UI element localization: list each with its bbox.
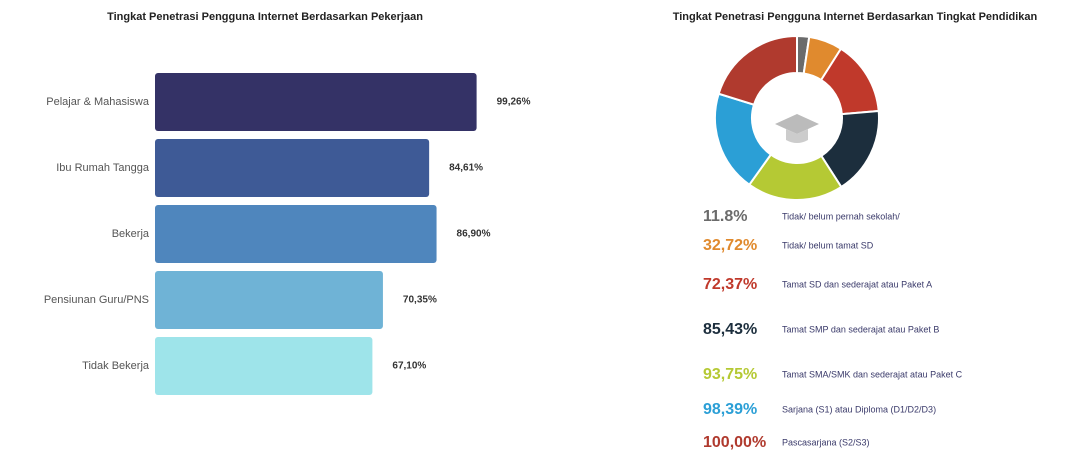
category-label: Tidak Bekerja [82, 360, 150, 372]
legend-label: Tidak/ belum pernah sekolah/ [782, 211, 900, 221]
category-label: Bekerja [112, 228, 150, 240]
legend-label: Tamat SD dan sederajat atau Paket A [782, 279, 932, 289]
legend-value: 93,75% [703, 366, 757, 383]
donut-segment [717, 34, 798, 106]
legend-label: Tidak/ belum tamat SD [782, 240, 874, 250]
category-label: Ibu Rumah Tangga [56, 162, 150, 174]
legend-label: Sarjana (S1) atau Diploma (D1/D2/D3) [782, 404, 936, 414]
bar [155, 337, 373, 395]
graduation-icon [763, 84, 831, 152]
legend-value: 100,00% [703, 434, 766, 451]
value-label: 99,26% [497, 97, 531, 108]
chart-title: Tingkat Penetrasi Pengguna Internet Berd… [107, 11, 423, 23]
chart-title: Tingkat Penetrasi Pengguna Internet Berd… [673, 11, 1038, 23]
category-label: Pensiunan Guru/PNS [44, 294, 149, 306]
category-label: Pelajar & Mahasiswa [46, 96, 150, 108]
legend-label: Pascasarjana (S2/S3) [782, 437, 870, 447]
legend-label: Tamat SMP dan sederajat atau Paket B [782, 324, 939, 334]
legend-value: 32,72% [703, 237, 757, 254]
legend-value: 11.8% [703, 208, 747, 225]
legend-value: 85,43% [703, 321, 757, 338]
legend-value: 98,39% [703, 401, 757, 418]
bar [155, 73, 477, 131]
legend-value: 72,37% [703, 276, 757, 293]
donut [714, 34, 880, 201]
value-label: 70,35% [403, 295, 437, 306]
value-label: 86,90% [457, 229, 491, 240]
bar [155, 139, 430, 197]
bar [155, 205, 437, 263]
bar [155, 271, 383, 329]
value-label: 84,61% [449, 163, 483, 174]
value-label: 67,10% [392, 361, 426, 372]
legend-label: Tamat SMA/SMK dan sederajat atau Paket C [782, 369, 963, 379]
